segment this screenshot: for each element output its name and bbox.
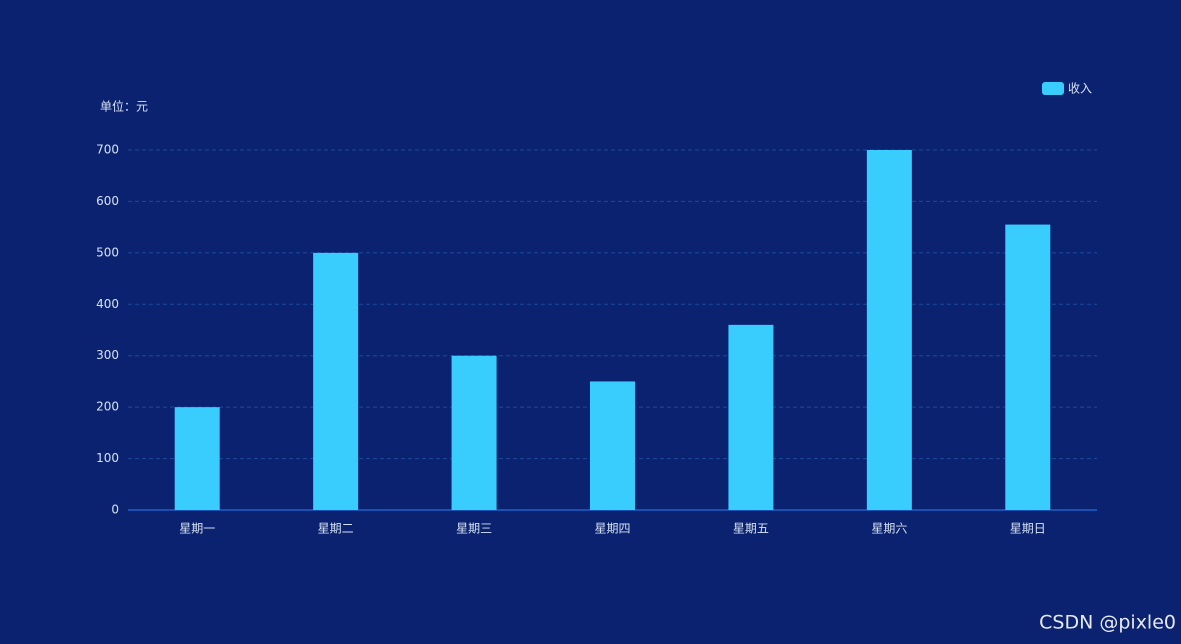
y-tick-label: 700 bbox=[96, 143, 119, 157]
y-tick-label: 500 bbox=[96, 245, 119, 259]
y-tick-label: 200 bbox=[96, 400, 119, 414]
bar bbox=[451, 355, 497, 510]
x-tick-label: 星期六 bbox=[871, 522, 907, 536]
x-tick-label: 星期五 bbox=[733, 522, 769, 536]
bar bbox=[590, 381, 635, 510]
y-tick-label: 100 bbox=[96, 451, 119, 465]
y-tick-label: 400 bbox=[96, 297, 119, 311]
y-tick-label: 300 bbox=[96, 348, 119, 362]
x-tick-label: 星期三 bbox=[456, 522, 492, 536]
legend-label: 收入 bbox=[1068, 82, 1092, 96]
bar bbox=[174, 407, 220, 510]
x-tick-label: 星期日 bbox=[1010, 522, 1046, 536]
y-tick-label: 0 bbox=[111, 503, 119, 517]
y-tick-label: 600 bbox=[96, 194, 119, 208]
bar bbox=[1005, 224, 1051, 511]
watermark: CSDN @pixle0 bbox=[1039, 612, 1176, 634]
y-axis-label: 单位：元 bbox=[100, 99, 148, 114]
bar bbox=[728, 324, 774, 510]
legend-swatch bbox=[1042, 82, 1064, 95]
x-tick-label: 星期一 bbox=[179, 522, 215, 536]
x-tick-label: 星期二 bbox=[318, 522, 354, 536]
bar bbox=[866, 150, 912, 510]
x-tick-label: 星期四 bbox=[594, 522, 630, 536]
bar bbox=[313, 252, 359, 510]
